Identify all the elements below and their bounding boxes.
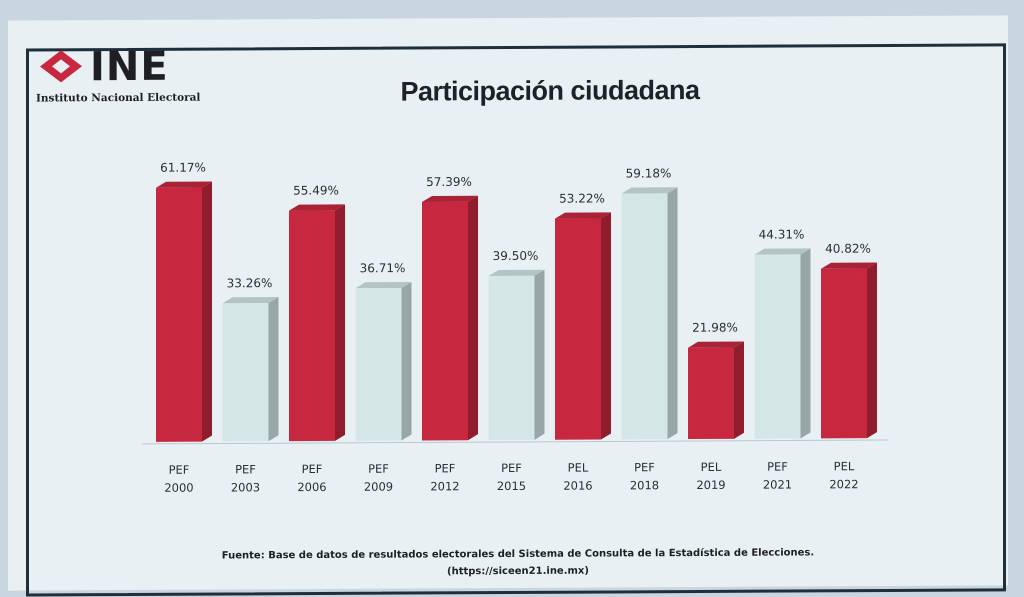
category-label-8-year: 2019 <box>696 478 725 492</box>
bar-top-10 <box>821 262 877 269</box>
ine-diamond-icon <box>40 50 82 83</box>
category-label-10-year: 2022 <box>829 477 858 491</box>
category-label-5-year: 2015 <box>497 479 526 493</box>
bar-9 <box>754 254 801 439</box>
value-label-0: 61.17% <box>160 160 206 174</box>
bar-side-6 <box>601 212 611 440</box>
category-label-9-year: 2021 <box>763 478 792 492</box>
bar-side-2 <box>335 204 345 441</box>
bar-6 <box>555 218 601 440</box>
value-label-6: 53.22% <box>559 191 605 205</box>
value-label-9: 44.31% <box>759 227 805 241</box>
category-label-0-type: PEF <box>169 463 190 477</box>
value-label-5: 39.50% <box>493 249 539 263</box>
value-label-8: 21.98% <box>692 320 738 334</box>
bar-side-9 <box>800 248 811 439</box>
bar-2 <box>289 210 335 442</box>
category-label-7-year: 2018 <box>630 478 659 492</box>
value-label-2: 55.49% <box>293 183 339 197</box>
value-label-3: 36.71% <box>360 261 406 275</box>
bar-top-9 <box>754 248 811 255</box>
bar-10 <box>821 268 867 439</box>
category-label-9-type: PEF <box>767 460 788 474</box>
bar-top-7 <box>621 187 678 194</box>
bar-top-8 <box>688 341 744 348</box>
bar-5 <box>488 275 535 441</box>
category-label-4-year: 2012 <box>430 479 459 493</box>
category-label-5-type: PEF <box>501 461 522 475</box>
slide: INE Instituto Nacional Electoral Partici… <box>8 15 1008 597</box>
bar-side-7 <box>667 187 678 440</box>
category-label-6-type: PEL <box>568 461 589 475</box>
bar-4 <box>422 201 468 441</box>
value-label-4: 57.39% <box>426 175 472 189</box>
bar-0 <box>156 187 202 442</box>
bar-top-0 <box>156 181 212 188</box>
ine-logo: INE Instituto Nacional Electoral <box>36 43 226 108</box>
category-label-3-year: 2009 <box>364 480 393 494</box>
category-label-1-type: PEF <box>235 462 256 476</box>
bar-side-0 <box>202 181 212 442</box>
bar-top-1 <box>222 297 279 304</box>
bar-chart: 61.17% PEF 2000 33.26% PEF 2003 55.49% PEF 2006 3… <box>142 160 888 495</box>
category-label-8-type: PEL <box>701 460 722 474</box>
category-label-2-type: PEF <box>302 462 323 476</box>
bar-top-2 <box>289 204 345 211</box>
category-label-10-type: PEL <box>834 459 855 473</box>
category-label-2-year: 2006 <box>297 480 326 494</box>
bar-top-5 <box>488 269 545 277</box>
bar-side-4 <box>468 195 478 441</box>
category-label-0-year: 2000 <box>164 481 193 495</box>
value-label-7: 59.18% <box>626 166 672 180</box>
bar-side-5 <box>534 269 545 440</box>
category-label-3-type: PEF <box>368 462 389 476</box>
x-axis-line <box>142 439 888 445</box>
source-note: Fuente: Base de datos de resultados elec… <box>108 544 928 582</box>
category-label-1-year: 2003 <box>231 480 260 494</box>
bar-1 <box>222 303 269 442</box>
bar-side-3 <box>401 282 412 441</box>
bar-top-4 <box>422 195 478 203</box>
bar-side-10 <box>867 262 877 439</box>
category-label-6-year: 2016 <box>563 479 592 493</box>
category-label-7-type: PEF <box>634 460 655 474</box>
bar-top-6 <box>555 212 611 219</box>
bar-side-8 <box>734 341 744 439</box>
bar-top-3 <box>355 282 412 289</box>
value-label-10: 40.82% <box>825 242 871 256</box>
bar-3 <box>355 288 402 441</box>
bar-7 <box>621 193 668 440</box>
category-label-4-type: PEF <box>435 461 456 475</box>
value-label-1: 33.26% <box>227 276 273 290</box>
bar-8 <box>688 347 734 440</box>
bar-side-1 <box>268 297 279 442</box>
